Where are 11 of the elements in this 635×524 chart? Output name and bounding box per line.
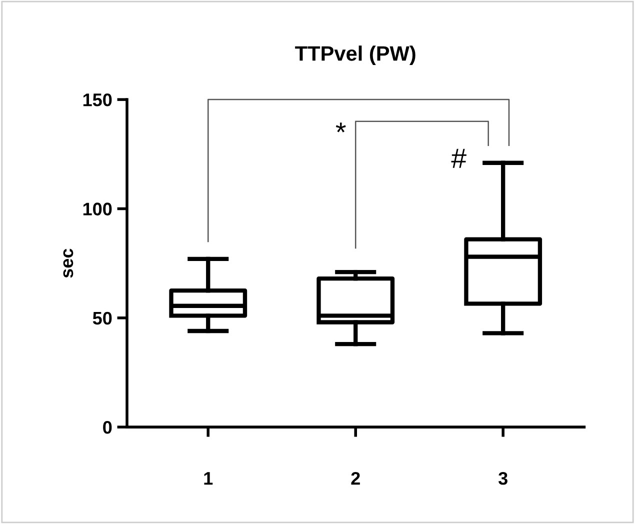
x-tick-label: 2	[351, 472, 360, 485]
y-tick-label: 0	[103, 420, 112, 434]
x-tick-label: 3	[498, 472, 508, 485]
annotation: *	[336, 122, 346, 132]
x-tick-label: 1	[204, 472, 213, 485]
y-axis-title: sec	[63, 248, 74, 278]
annotation: #	[451, 148, 466, 168]
chart-title: TTPvel (PW)	[295, 46, 416, 65]
y-tick-label: 150	[83, 93, 112, 106]
y-tick-label: 50	[92, 312, 112, 325]
y-tick-label: 100	[83, 202, 112, 216]
